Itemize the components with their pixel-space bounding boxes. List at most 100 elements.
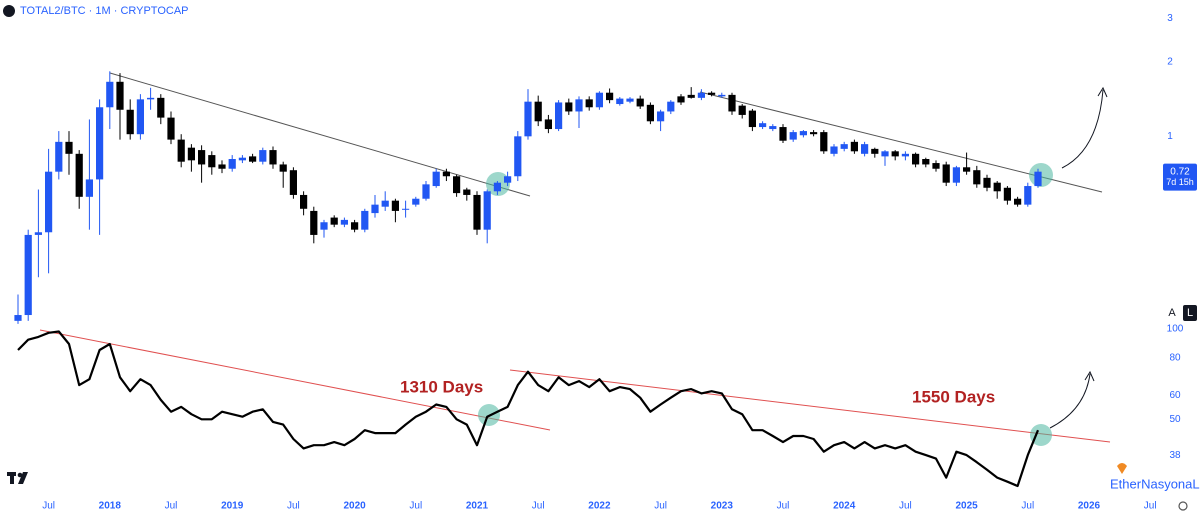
candle-body xyxy=(45,171,53,233)
y-tick-label: 3 xyxy=(1167,13,1173,24)
y-tick-label: 2 xyxy=(1167,56,1173,67)
candle-body xyxy=(901,153,909,157)
trend-line xyxy=(509,369,1111,443)
candle-body xyxy=(626,98,634,102)
candle-body xyxy=(208,155,216,168)
x-tick-label: Jul xyxy=(777,501,790,512)
candle-body xyxy=(830,146,838,154)
candle-body xyxy=(677,96,685,103)
candle-body xyxy=(198,150,206,165)
candle-body xyxy=(912,153,920,165)
trend-line xyxy=(39,329,551,431)
candle-body xyxy=(1003,187,1011,201)
candle-body xyxy=(55,141,63,172)
x-tick-label: Jul xyxy=(1021,501,1034,512)
watermark-icon xyxy=(1117,463,1127,474)
last-price-box xyxy=(1163,163,1197,191)
candle-body xyxy=(963,167,971,172)
auto-scale-button[interactable]: A xyxy=(1168,307,1176,319)
candle-body xyxy=(361,210,369,230)
candle-body xyxy=(85,179,93,197)
candle-body xyxy=(789,132,797,140)
candle-body xyxy=(483,191,491,230)
trend-line xyxy=(109,72,531,197)
candle-body xyxy=(810,132,818,135)
candle-body xyxy=(14,315,22,321)
line-series xyxy=(17,330,1040,488)
candle-body xyxy=(422,184,430,199)
annotation: 1550 Days xyxy=(912,387,995,406)
candle-body xyxy=(748,110,756,128)
candle-body xyxy=(218,164,226,169)
candle-body xyxy=(636,98,644,107)
x-tick-label: Jul xyxy=(42,501,55,512)
candle-body xyxy=(320,222,328,230)
log-scale-button[interactable]: L xyxy=(1187,307,1193,319)
arrow-head xyxy=(1097,86,1108,98)
candle-body xyxy=(555,102,563,130)
candle-body xyxy=(187,147,195,161)
symbol-icon xyxy=(3,5,15,17)
candle-body xyxy=(891,151,899,157)
chart-title: TOTAL2/BTC · 1M · CRYPTOCAP xyxy=(20,5,189,17)
candle-body xyxy=(310,210,318,235)
candle-body xyxy=(351,222,359,230)
last-price-label: 0.72 xyxy=(1170,166,1190,177)
settings-icon[interactable] xyxy=(1178,501,1188,511)
x-tick-label: Jul xyxy=(654,501,667,512)
candle-body xyxy=(463,189,471,195)
candle-body xyxy=(524,101,532,137)
candle-body xyxy=(718,94,726,97)
candle-body xyxy=(24,234,32,316)
candle-body xyxy=(687,94,695,98)
candle-body xyxy=(371,204,379,214)
tv-logo xyxy=(7,472,28,484)
x-tick-label: 2019 xyxy=(221,501,244,512)
candle-body xyxy=(300,194,308,209)
candle-body xyxy=(228,159,236,169)
candle-body xyxy=(1034,171,1042,187)
y-tick-label: 60 xyxy=(1169,390,1181,401)
candle-body xyxy=(708,92,716,95)
candle-body xyxy=(340,219,348,225)
candle-body xyxy=(136,99,144,135)
log-button-bg[interactable] xyxy=(1183,305,1197,321)
countdown-label: 7d 15h xyxy=(1166,177,1194,187)
x-tick-label: 2023 xyxy=(711,501,734,512)
candle-body xyxy=(75,153,83,197)
candle-body xyxy=(238,157,246,161)
candle-body xyxy=(840,144,848,149)
candle-body xyxy=(126,109,134,135)
candle-body xyxy=(432,171,440,187)
candle-body xyxy=(799,131,807,136)
candle-body xyxy=(565,102,573,112)
candle-body xyxy=(616,98,624,105)
annotation: 1310 Days xyxy=(400,377,483,396)
x-tick-label: 2022 xyxy=(588,501,611,512)
candle-body xyxy=(657,111,665,122)
candle-body xyxy=(993,182,1001,192)
candle-body xyxy=(1014,198,1022,205)
candle-body xyxy=(96,107,104,180)
y-tick-label: 1 xyxy=(1167,131,1173,142)
arrow-head xyxy=(1084,370,1095,382)
candle-body xyxy=(973,170,981,185)
candle-body xyxy=(575,99,583,112)
candle-body xyxy=(861,144,869,154)
candle-body xyxy=(667,101,675,112)
candle-body xyxy=(881,151,889,157)
candle-body xyxy=(493,182,501,192)
x-tick-label: 2025 xyxy=(955,501,978,512)
candle-body xyxy=(779,127,787,141)
candle-body xyxy=(106,81,114,108)
y-tick-label: 38 xyxy=(1169,450,1181,461)
candle-body xyxy=(850,141,858,152)
candle-body xyxy=(116,81,124,110)
candle-body xyxy=(544,119,552,130)
x-tick-label: 2018 xyxy=(99,501,122,512)
candle-body xyxy=(514,136,522,177)
candle-body xyxy=(932,163,940,169)
y-tick-label: 50 xyxy=(1169,414,1181,425)
candle-body xyxy=(534,101,542,122)
